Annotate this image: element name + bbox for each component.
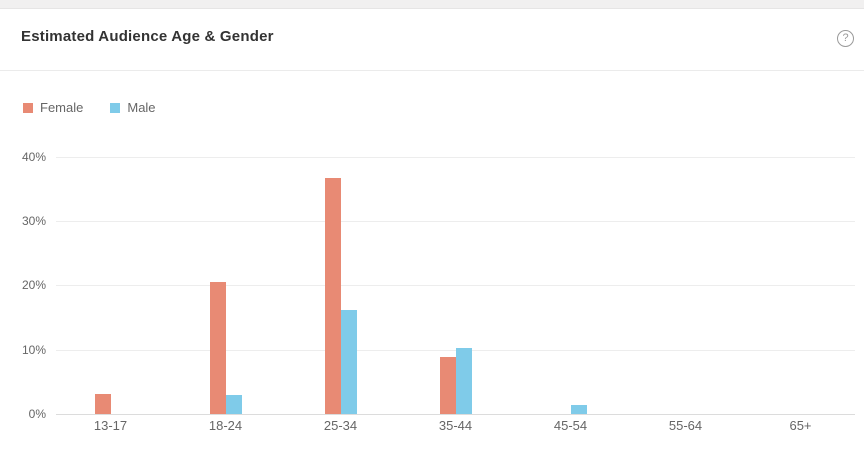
legend-item-male[interactable]: Male	[110, 100, 156, 115]
x-axis-category-label: 45-54	[553, 418, 588, 433]
x-axis-category-label: 13-17	[93, 418, 128, 433]
legend-swatch-female	[23, 102, 33, 113]
bar-female-13-17[interactable]	[94, 394, 111, 414]
y-axis-tick-label: 10%	[21, 343, 46, 357]
gridline	[56, 285, 855, 286]
bar-female-35-44[interactable]	[439, 357, 456, 414]
x-axis-category-label: 35-44	[438, 418, 473, 433]
bar-male-18-24[interactable]	[225, 395, 242, 414]
page-title: Estimated Audience Age & Gender	[21, 28, 274, 45]
help-icon[interactable]: ?	[837, 30, 854, 47]
y-axis-tick-label: 40%	[21, 150, 46, 164]
bar-male-35-44[interactable]	[455, 348, 472, 414]
bar-female-25-34[interactable]	[324, 178, 341, 414]
top-strip	[0, 0, 864, 9]
y-axis-tick-label: 20%	[21, 278, 46, 292]
chart-legend: Female Male	[23, 100, 156, 115]
x-axis-category-label: 25-34	[323, 418, 358, 433]
gridline	[56, 221, 855, 222]
bar-male-25-34[interactable]	[340, 310, 357, 414]
y-axis-tick-label: 0%	[28, 407, 46, 421]
bar-male-45-54[interactable]	[570, 405, 587, 414]
bar-female-18-24[interactable]	[209, 282, 226, 414]
x-axis-category-label: 55-64	[668, 418, 703, 433]
legend-item-female[interactable]: Female	[23, 100, 83, 115]
header-divider	[0, 70, 864, 71]
legend-label: Male	[127, 100, 156, 115]
x-axis-category-label: 65+	[789, 418, 812, 433]
y-axis-tick-label: 30%	[21, 214, 46, 228]
gridline	[56, 157, 855, 158]
x-axis-line	[56, 414, 855, 415]
legend-label: Female	[40, 100, 84, 115]
x-axis-category-label: 18-24	[208, 418, 243, 433]
legend-swatch-male	[110, 102, 121, 113]
